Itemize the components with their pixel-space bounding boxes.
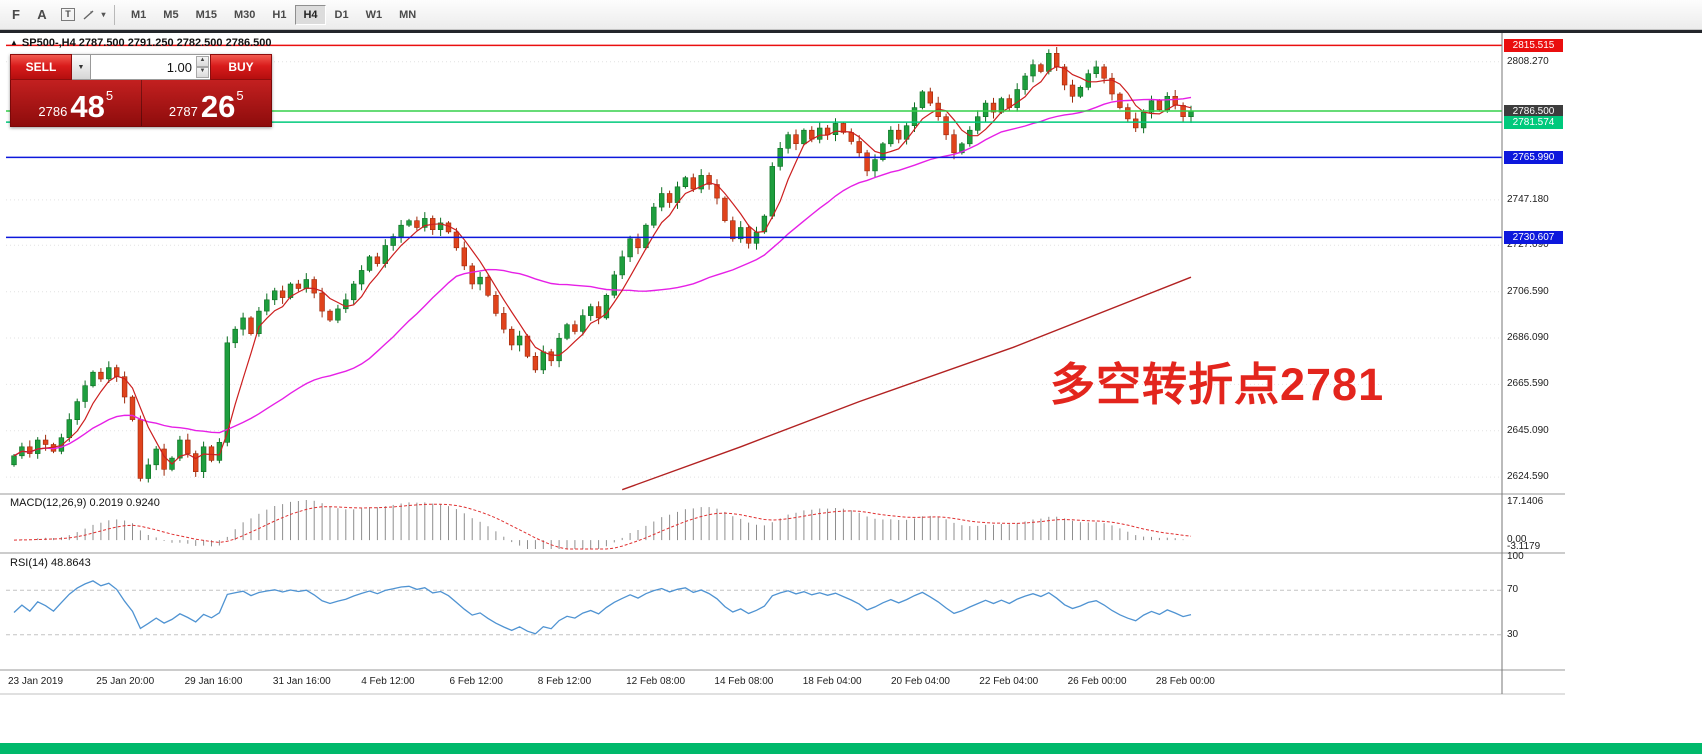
drawing-tools-group: F A T ▾ — [4, 4, 106, 26]
macd-indicator-label: MACD(12,26,9) 0.2019 0.9240 — [10, 497, 160, 509]
time-axis-label: 26 Feb 00:00 — [1067, 676, 1127, 687]
time-axis-label: 6 Feb 12:00 — [449, 676, 503, 687]
buy-price-display: 2787 26 5 — [140, 80, 272, 126]
timeframe-buttons-group: M1 M5 M15 M30 H1 H4 D1 W1 MN — [123, 4, 424, 25]
rsi-axis-label: 100 — [1507, 551, 1524, 562]
buy-price-prefix: 2787 — [168, 104, 198, 119]
time-axis-label: 14 Feb 08:00 — [714, 676, 774, 687]
timeframe-button-m1[interactable]: M1 — [131, 8, 147, 21]
time-axis-label: 29 Jan 16:00 — [184, 676, 243, 687]
volume-dropdown-icon[interactable]: ▼ — [72, 54, 91, 80]
timeframe-button-d1[interactable]: D1 — [334, 8, 349, 21]
fibonacci-icon[interactable]: F — [12, 7, 20, 22]
price-level-badge: 2765.990 — [1504, 150, 1563, 164]
buy-price-pips: 26 — [200, 89, 236, 124]
rsi-indicator-label: RSI(14) 48.8643 — [10, 557, 91, 569]
timeframe-button-m5[interactable]: M5 — [163, 8, 179, 21]
ohlc-text: SP500-,H4 2787.500 2791.250 2782.500 278… — [21, 37, 272, 49]
buy-button[interactable]: BUY — [210, 54, 272, 80]
buy-price-point: 5 — [236, 88, 244, 103]
price-axis-tick: 2686.090 — [1507, 332, 1549, 344]
sell-price-point: 5 — [105, 88, 114, 103]
macd-axis-label: 17.1406 — [1507, 495, 1544, 507]
time-axis-label: 4 Feb 12:00 — [361, 676, 415, 687]
price-level-badge: 2786.500 — [1504, 104, 1563, 118]
time-axis-label: 25 Jan 20:00 — [96, 676, 155, 687]
bottom-accent-bar — [0, 743, 1702, 754]
one-click-trading-panel: SELL ▼ 1.00 ▲ ▼ BUY 2786 48 5 2787 26 5 — [10, 54, 272, 127]
time-axis-label: 8 Feb 12:00 — [537, 676, 592, 687]
sell-price-pips: 48 — [70, 89, 105, 124]
price-level-badge: 2815.515 — [1504, 38, 1563, 52]
time-axis-label: 22 Feb 04:00 — [979, 676, 1039, 687]
time-axis-label: 12 Feb 08:00 — [626, 676, 686, 687]
text-tool-icon[interactable]: A — [37, 7, 47, 22]
macd-axis-label: -3.1179 — [1507, 541, 1541, 553]
spinner-down-icon[interactable]: ▼ — [196, 67, 209, 78]
time-axis-label: 23 Jan 2019 — [8, 676, 64, 687]
timeframe-button-h1[interactable]: H1 — [272, 8, 287, 21]
sell-price-prefix: 2786 — [38, 104, 68, 119]
chart-annotation[interactable]: 多空转折点2781 — [1050, 359, 1385, 410]
timeframe-button-h4[interactable]: H4 — [295, 4, 326, 25]
price-axis-tick: 2808.270 — [1507, 55, 1549, 67]
price-axis-tick: 2747.180 — [1507, 193, 1549, 205]
rsi-axis-label: 70 — [1507, 584, 1519, 596]
time-axis-label: 31 Jan 16:00 — [272, 676, 331, 687]
timeframe-button-m30[interactable]: M30 — [233, 8, 256, 21]
sell-price-display: 2786 48 5 — [11, 80, 141, 126]
sell-button[interactable]: SELL — [10, 54, 72, 80]
timeframe-button-w1[interactable]: W1 — [365, 8, 383, 21]
macd-axis-label: 0.00 — [1507, 534, 1527, 546]
volume-input[interactable]: 1.00 ▲ ▼ — [91, 54, 210, 80]
toolbar: F A T ▾ M1 M5 M15 M30 H1 H4 D1 W1 MN — [0, 0, 1702, 30]
time-axis-label: 28 Feb 00:00 — [1155, 676, 1215, 687]
price-axis-tick: 2665.590 — [1507, 378, 1549, 390]
timeframe-button-m15[interactable]: M15 — [195, 8, 217, 21]
price-level-badge: 2730.607 — [1504, 230, 1563, 244]
spinner-up-icon[interactable]: ▲ — [196, 56, 209, 67]
chart-expand-icon[interactable]: ▲ — [10, 38, 18, 47]
rsi-axis-label: 30 — [1507, 628, 1519, 640]
volume-value: 1.00 — [166, 59, 192, 75]
time-axis-label: 18 Feb 04:00 — [802, 676, 862, 687]
price-axis-tick: 2645.090 — [1507, 424, 1549, 436]
toolbar-separator — [114, 4, 115, 25]
ohlc-info-line: ▲ SP500-,H4 2787.500 2791.250 2782.500 27… — [10, 37, 271, 49]
time-axis-label: 20 Feb 04:00 — [891, 676, 950, 687]
price-axis-tick: 2624.590 — [1507, 471, 1549, 483]
price-level-badge: 2781.574 — [1504, 115, 1563, 129]
price-axis-tick: 2706.590 — [1507, 285, 1549, 297]
timeframe-button-mn[interactable]: MN — [399, 8, 417, 21]
volume-stepper: ▲ ▼ — [196, 56, 209, 78]
price-axis-tick: 2727.090 — [1507, 239, 1549, 251]
arrow-tools-icon[interactable]: ▾ — [82, 4, 106, 26]
text-label-icon[interactable]: T — [56, 4, 80, 26]
